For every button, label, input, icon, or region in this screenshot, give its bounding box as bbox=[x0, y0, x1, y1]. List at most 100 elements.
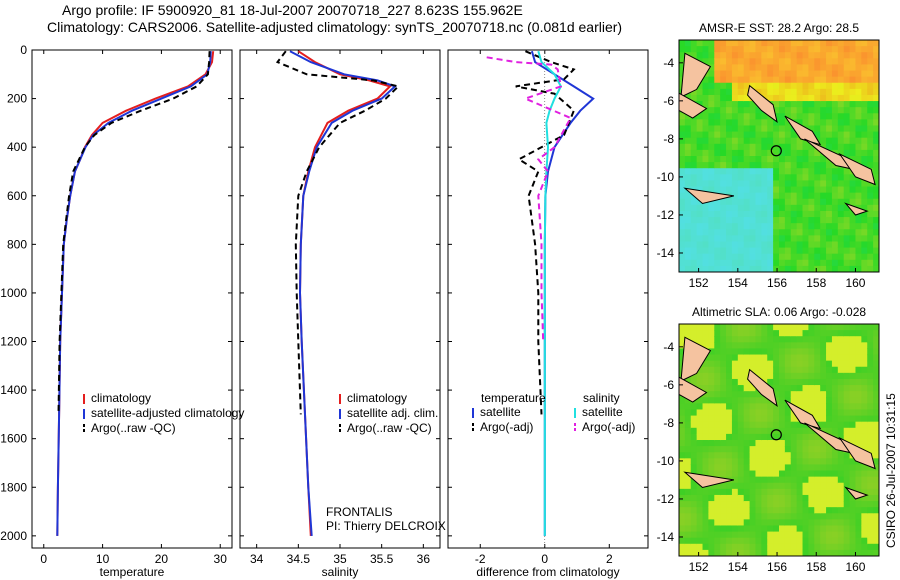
x-tick-label: 20 bbox=[155, 552, 169, 566]
island bbox=[784, 115, 822, 146]
island bbox=[844, 202, 869, 216]
y-tick-label: -4 bbox=[663, 56, 674, 70]
series-line-salinity-1 bbox=[289, 50, 397, 536]
sla-map-panel: 152 154 156 158 160 -4 -6 -8 -10 -12 -14 Altimetric… bbox=[657, 305, 880, 574]
plot-frame bbox=[447, 49, 649, 549]
temperature-panel: 0 10 20 30 0 200 400 600 800 1000 1200 1400 1600 1800… bbox=[0, 43, 244, 579]
map-field bbox=[679, 324, 879, 556]
island bbox=[844, 486, 869, 500]
header-line1: Argo profile: IF 5900920_81 18-Jul-2007 … bbox=[62, 2, 523, 18]
x-tick-label: 160 bbox=[845, 276, 865, 290]
island bbox=[747, 84, 778, 123]
x-tick-label: 2 bbox=[606, 552, 613, 566]
x-tick-label: 0 bbox=[40, 552, 47, 566]
x-tick-label: 160 bbox=[845, 560, 865, 574]
legend-label: climatology bbox=[91, 391, 151, 405]
legend-label: satellite-adjusted climatology bbox=[91, 406, 244, 420]
legend-label: satellite adj. clim. bbox=[347, 406, 438, 420]
legend-label: Argo(-adj) bbox=[480, 420, 533, 434]
map-title: Altimetric SLA: 0.06 Argo: -0.028 bbox=[692, 305, 866, 319]
island bbox=[747, 368, 778, 407]
series-line-salinity-0 bbox=[297, 50, 392, 536]
y-tick-label: 1000 bbox=[0, 286, 27, 300]
series-line-temperature-2 bbox=[57, 51, 211, 415]
y-tick-label: 0 bbox=[20, 43, 27, 57]
map-frame bbox=[678, 323, 880, 557]
plot-frame bbox=[239, 49, 441, 549]
legend-label: Argo(..raw -QC) bbox=[347, 421, 432, 435]
x-tick-label: 152 bbox=[689, 276, 709, 290]
x-tick-label: 30 bbox=[214, 552, 228, 566]
series-line-difference-3 bbox=[486, 56, 573, 342]
y-tick-label: 1800 bbox=[0, 480, 27, 494]
legend-title-temperature: temperature bbox=[481, 391, 546, 405]
y-tick-label: -4 bbox=[663, 340, 674, 354]
y-tick-label: 800 bbox=[7, 237, 27, 251]
y-tick-label: -6 bbox=[663, 94, 674, 108]
series-line-difference-1 bbox=[515, 50, 576, 415]
series-line-temperature-1 bbox=[56, 51, 212, 536]
y-tick-label: 600 bbox=[7, 189, 27, 203]
legend-label: satellite bbox=[480, 405, 521, 419]
legend-label: climatology bbox=[347, 391, 407, 405]
y-tick-label: 400 bbox=[7, 140, 27, 154]
salinity-panel: 34 34.5 35 35.5 36 salinity climatologysatelli… bbox=[239, 49, 446, 579]
y-tick-label: -14 bbox=[657, 530, 675, 544]
legend-label: Argo(..raw -QC) bbox=[91, 421, 176, 435]
x-tick-label: 34 bbox=[250, 552, 264, 566]
series-line-difference-2 bbox=[537, 50, 563, 536]
x-tick-label: 35.5 bbox=[370, 552, 394, 566]
legend-title-salinity: salinity bbox=[583, 391, 620, 405]
x-tick-label: 10 bbox=[96, 552, 110, 566]
x-tick-label: -2 bbox=[475, 552, 486, 566]
island bbox=[679, 376, 708, 403]
x-axis-label: salinity bbox=[322, 565, 359, 579]
y-tick-label: -10 bbox=[657, 454, 675, 468]
legend-label: Argo(-adj) bbox=[582, 420, 635, 434]
x-tick-label: 154 bbox=[728, 276, 748, 290]
island bbox=[683, 471, 735, 489]
x-tick-label: 34.5 bbox=[287, 552, 311, 566]
y-tick-label: -10 bbox=[657, 170, 675, 184]
x-axis-label: difference from climatology bbox=[476, 565, 619, 579]
argo-location-marker bbox=[770, 145, 782, 157]
series-line-temperature-0 bbox=[56, 51, 215, 536]
y-tick-label: 1600 bbox=[0, 432, 27, 446]
map-frame bbox=[678, 39, 880, 273]
island bbox=[679, 92, 708, 119]
island bbox=[838, 436, 876, 470]
x-tick-label: 156 bbox=[767, 560, 787, 574]
island bbox=[838, 152, 876, 186]
legend-label: satellite bbox=[582, 405, 623, 419]
y-tick-label: -8 bbox=[663, 416, 674, 430]
map-title: AMSR-E SST: 28.2 Argo: 28.5 bbox=[699, 21, 859, 35]
map-field bbox=[679, 40, 879, 272]
island bbox=[683, 187, 735, 205]
y-tick-label: 2000 bbox=[0, 529, 27, 543]
argo-location-marker bbox=[770, 429, 782, 441]
x-axis-label: temperature bbox=[100, 565, 165, 579]
x-tick-label: 35 bbox=[333, 552, 347, 566]
island bbox=[680, 52, 712, 98]
y-tick-label: -8 bbox=[663, 132, 674, 146]
y-tick-label: 1200 bbox=[0, 335, 27, 349]
x-tick-label: 0 bbox=[541, 552, 548, 566]
sst-map-panel: 152 154 156 158 160 -4 -6 -8 -10 -12 -14 AMSR-E SST… bbox=[657, 21, 880, 290]
island bbox=[784, 399, 822, 430]
annotation-pi: PI: Thierry DELCROIX bbox=[326, 519, 446, 533]
series-line-salinity-2 bbox=[275, 50, 401, 415]
y-tick-label: 1400 bbox=[0, 383, 27, 397]
x-tick-label: 158 bbox=[806, 276, 826, 290]
y-tick-label: -6 bbox=[663, 378, 674, 392]
y-tick-label: 200 bbox=[7, 92, 27, 106]
header-line2: Climatology: CARS2006. Satellite-adjuste… bbox=[47, 19, 623, 35]
y-tick-label: -14 bbox=[657, 246, 675, 260]
x-tick-label: 154 bbox=[728, 560, 748, 574]
x-tick-label: 158 bbox=[806, 560, 826, 574]
x-tick-label: 156 bbox=[767, 276, 787, 290]
y-tick-label: -12 bbox=[657, 492, 675, 506]
plot-frame bbox=[31, 49, 233, 549]
x-tick-label: 36 bbox=[417, 552, 431, 566]
